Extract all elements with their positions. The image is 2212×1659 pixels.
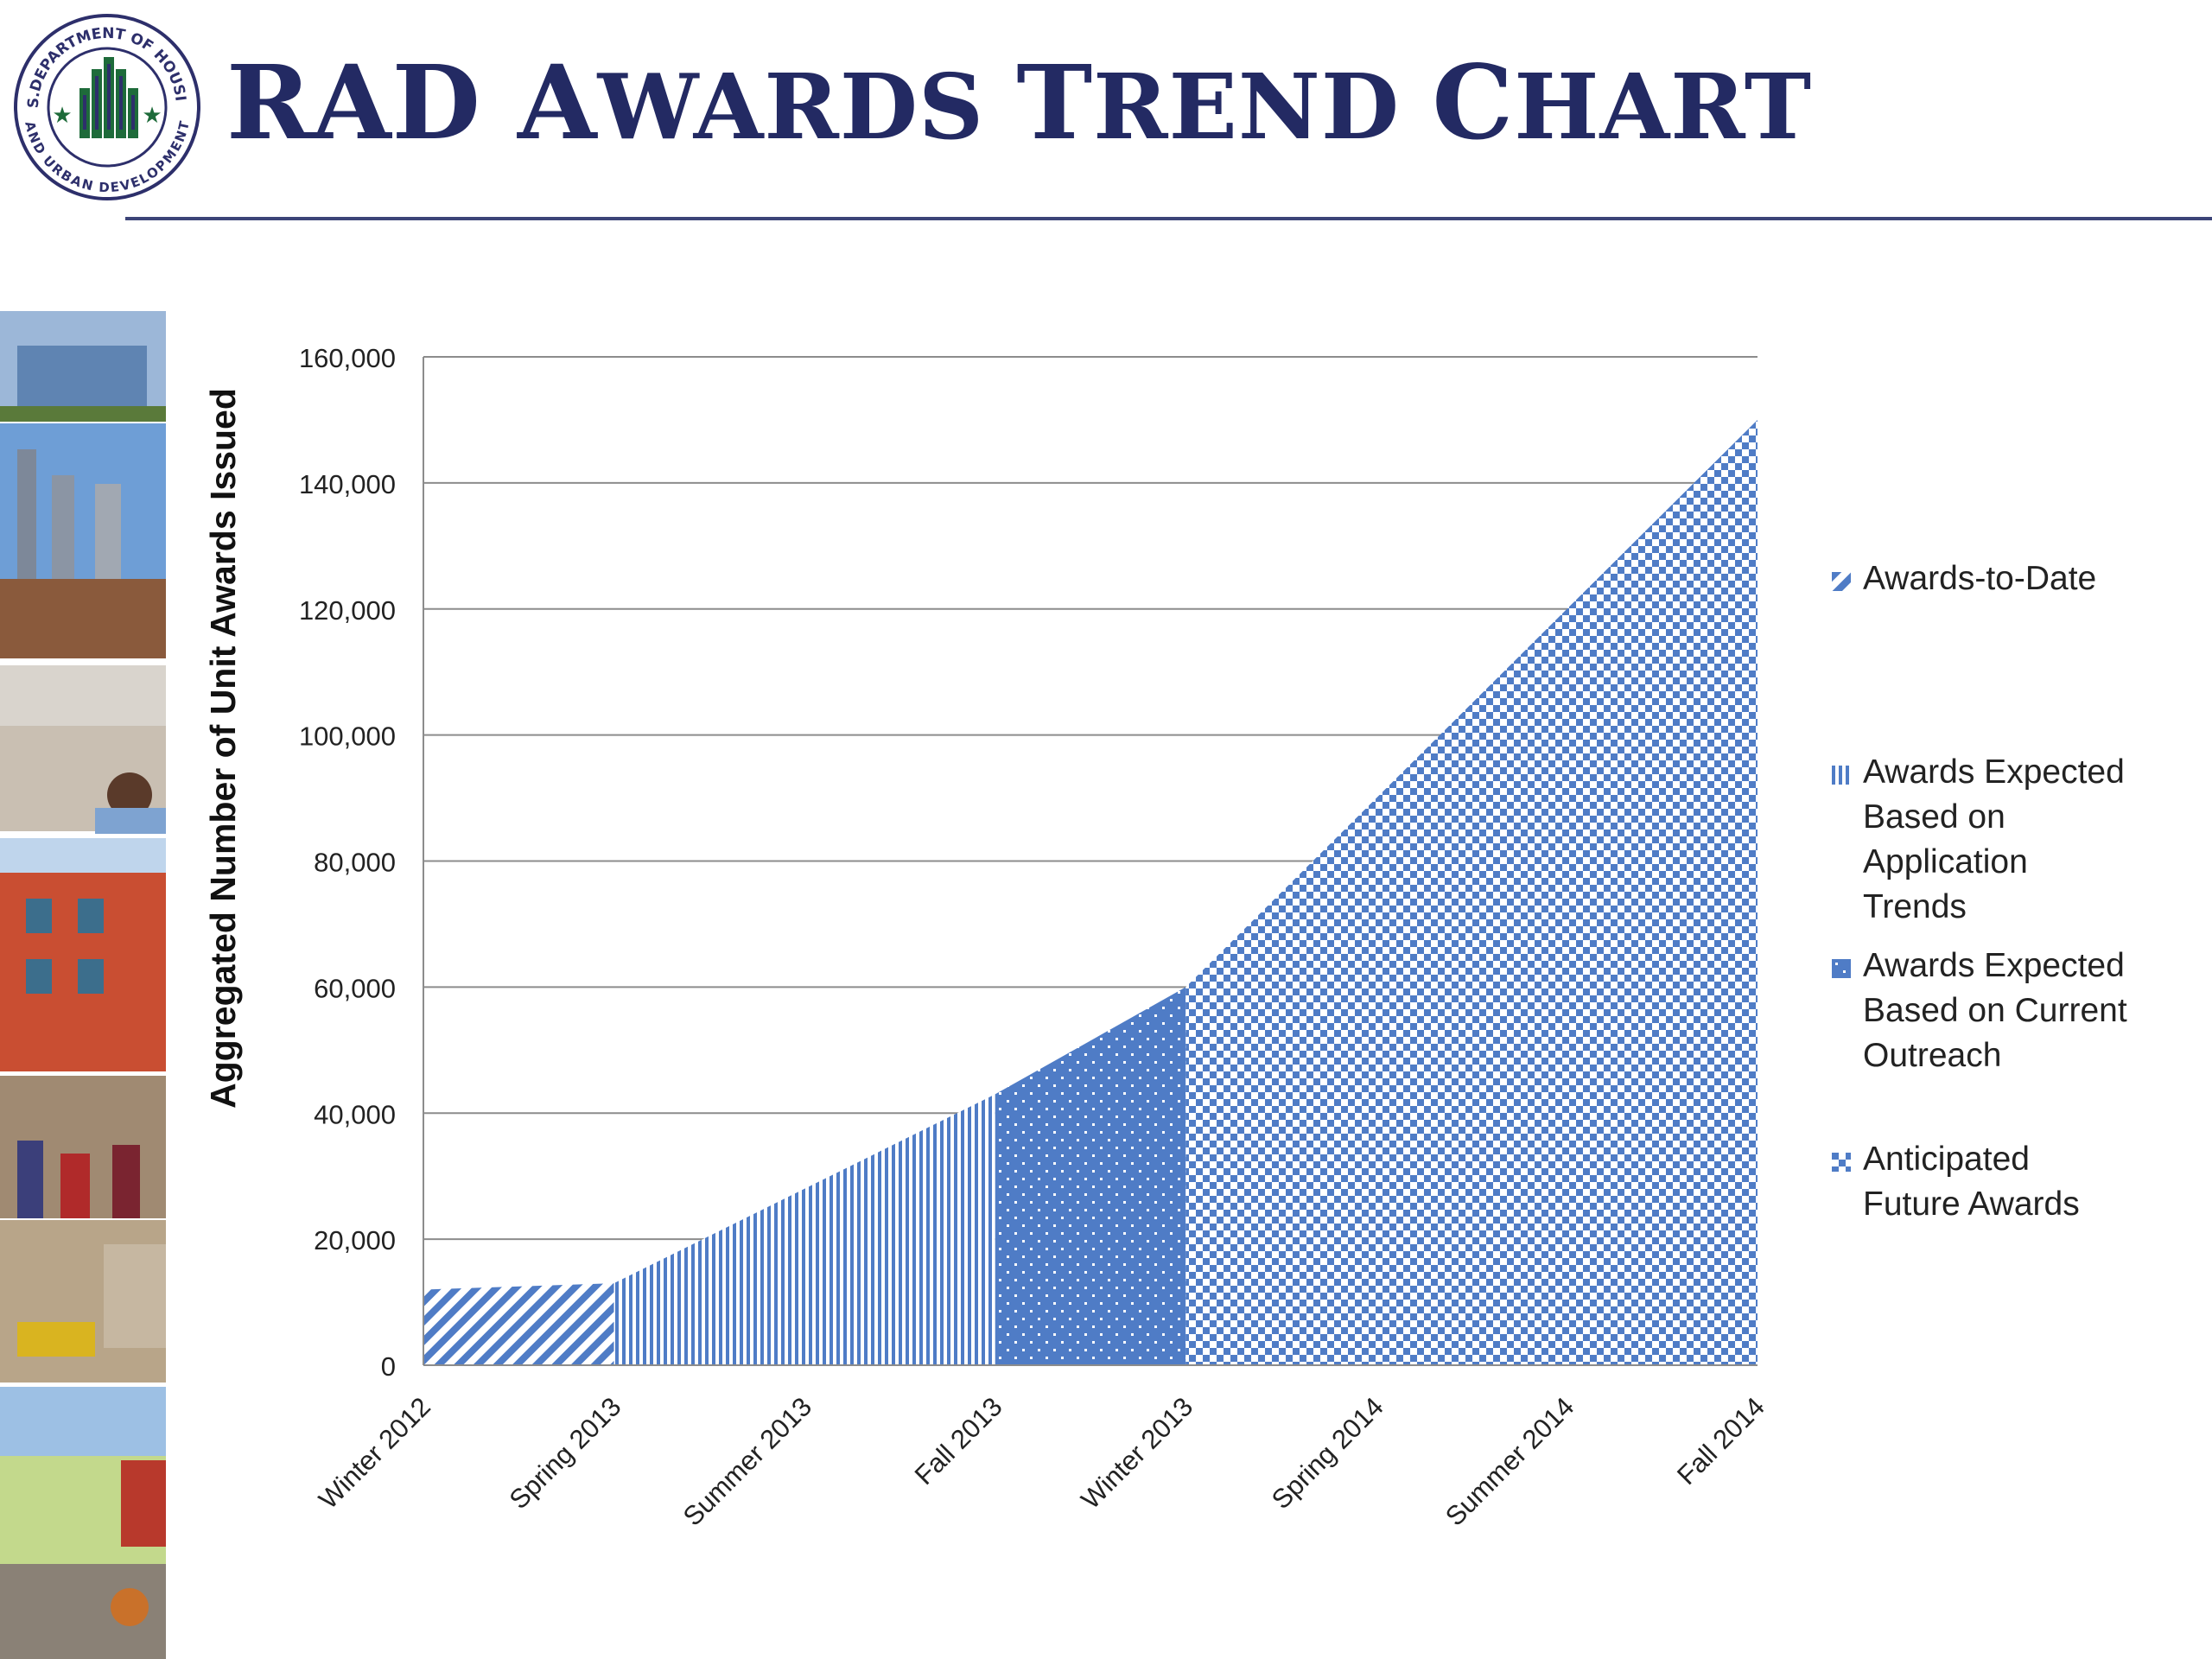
area-series-2 (613, 1094, 995, 1365)
x-tick-label: Winter 2013 (1075, 1391, 1198, 1515)
x-tick-label: Summer 2013 (677, 1391, 817, 1531)
x-tick-label: Fall 2014 (1671, 1391, 1770, 1491)
area-series-1 (423, 1283, 614, 1365)
legend-label-line: Based on (1863, 798, 2005, 836)
title-divider (125, 217, 2212, 220)
legend-swatch (1832, 1153, 1851, 1172)
title-part: T (1016, 42, 1094, 162)
legend-swatch (1832, 572, 1851, 591)
legend-label: Awards-to-Date (1863, 556, 2191, 601)
legend-label-line: Based on Current (1863, 992, 2127, 1029)
area-series-4 (1185, 419, 1758, 1365)
svg-text:★: ★ (142, 102, 162, 128)
photo-brick-building (0, 838, 166, 1071)
y-tick-label: 20,000 (314, 1225, 396, 1255)
title-part: RAD (226, 42, 518, 162)
y-tick-label: 160,000 (299, 343, 396, 373)
legend-swatch-fill (1832, 766, 1851, 785)
hud-seal-logo: U.S.DEPARTMENT OF HOUSING AND URBAN DEVE… (12, 12, 200, 200)
y-tick-label: 40,000 (314, 1099, 396, 1129)
legend-label: Awards Expected Based on Current Outreach (1863, 944, 2191, 1078)
photo-strip (0, 311, 166, 1659)
x-tick-label: Winter 2012 (313, 1391, 436, 1515)
legend-swatch (1832, 766, 1851, 785)
y-tick-label: 80,000 (314, 848, 396, 878)
title-part: C (1432, 42, 1515, 162)
legend-label-line: Awards Expected (1863, 753, 2125, 791)
x-tick-label: Spring 2013 (504, 1391, 627, 1515)
legend-label-line: Outreach (1863, 1037, 2002, 1074)
legend-label-line: Trends (1863, 888, 1967, 925)
y-tick-label: 100,000 (299, 721, 396, 752)
title-part: A (518, 42, 598, 162)
legend-label-line: Anticipated (1863, 1141, 2030, 1178)
y-tick-label: 0 (381, 1351, 396, 1382)
x-tick-label: Summer 2014 (1440, 1391, 1580, 1531)
y-tick-label: 60,000 (314, 973, 396, 1003)
photo-rowhouses (0, 579, 166, 658)
legend-swatch-fill (1832, 959, 1851, 978)
legend-label-line: Awards-to-Date (1863, 560, 2097, 597)
y-tick-label: 120,000 (299, 595, 396, 626)
legend-label-line: Awards Expected (1863, 947, 2125, 984)
legend-label: Anticipated Future Awards (1863, 1137, 2191, 1227)
legend-swatch-fill (1832, 1153, 1851, 1172)
title-part: REND (1093, 54, 1433, 160)
y-axis-label: Aggregated Number of Unit Awards Issued (203, 388, 243, 1109)
y-tick-label: 140,000 (299, 469, 396, 499)
area-series-3 (995, 987, 1186, 1365)
x-tick-label: Fall 2013 (909, 1391, 1008, 1491)
x-tick-label: Spring 2014 (1266, 1391, 1389, 1515)
legend-swatch (1832, 959, 1851, 978)
page-title: RAD AWARDS TREND CHART (226, 52, 1812, 154)
legend-label-line: Application (1863, 843, 2028, 880)
title-part: WARDS (597, 54, 1017, 160)
legend-label-line: Future Awards (1863, 1185, 2080, 1223)
title-part: HART (1514, 54, 1813, 160)
svg-text:★: ★ (52, 102, 72, 128)
legend-swatch-fill (1832, 572, 1851, 591)
legend-label: Awards Expected Based on Application Trends (1863, 750, 2191, 930)
